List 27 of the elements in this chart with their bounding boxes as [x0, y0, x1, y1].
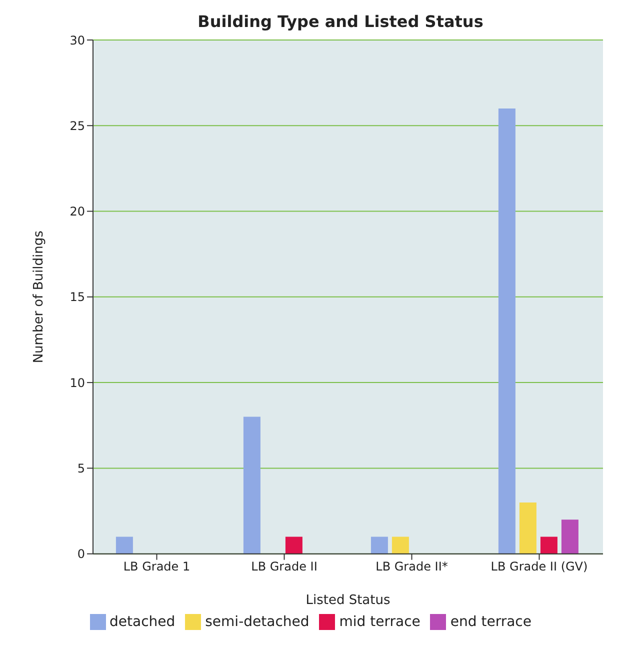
legend-label: end terrace	[450, 614, 532, 630]
bar	[498, 108, 516, 554]
legend-label: mid terrace	[339, 614, 420, 630]
y-tick-label: 20	[70, 204, 85, 219]
legend-label: detached	[110, 614, 176, 630]
bar	[561, 520, 578, 554]
y-tick-label: 15	[70, 290, 85, 304]
bar	[243, 416, 260, 554]
x-tick-label: LB Grade II*	[376, 559, 448, 574]
bar	[370, 536, 388, 554]
legend-label: semi-detached	[205, 614, 310, 630]
bar	[285, 536, 302, 554]
bar	[116, 536, 133, 554]
y-tick-label: 25	[70, 118, 85, 133]
x-tick-label: LB Grade II	[251, 559, 318, 574]
y-tick-label: 30	[70, 33, 85, 48]
y-tick-label: 5	[77, 461, 85, 476]
y-axis-title: Number of Buildings	[32, 230, 47, 364]
x-tick-label: LB Grade 1	[123, 559, 190, 574]
y-tick-label: 10	[70, 376, 85, 390]
x-axis-title: Listed Status	[306, 592, 390, 608]
y-tick-label: 0	[77, 547, 85, 562]
x-tick-label: LB Grade II (GV)	[490, 559, 588, 574]
chart-title: Building Type and Listed Status	[196, 11, 484, 33]
bar	[540, 536, 558, 554]
bar	[519, 502, 536, 554]
bar	[392, 536, 409, 554]
